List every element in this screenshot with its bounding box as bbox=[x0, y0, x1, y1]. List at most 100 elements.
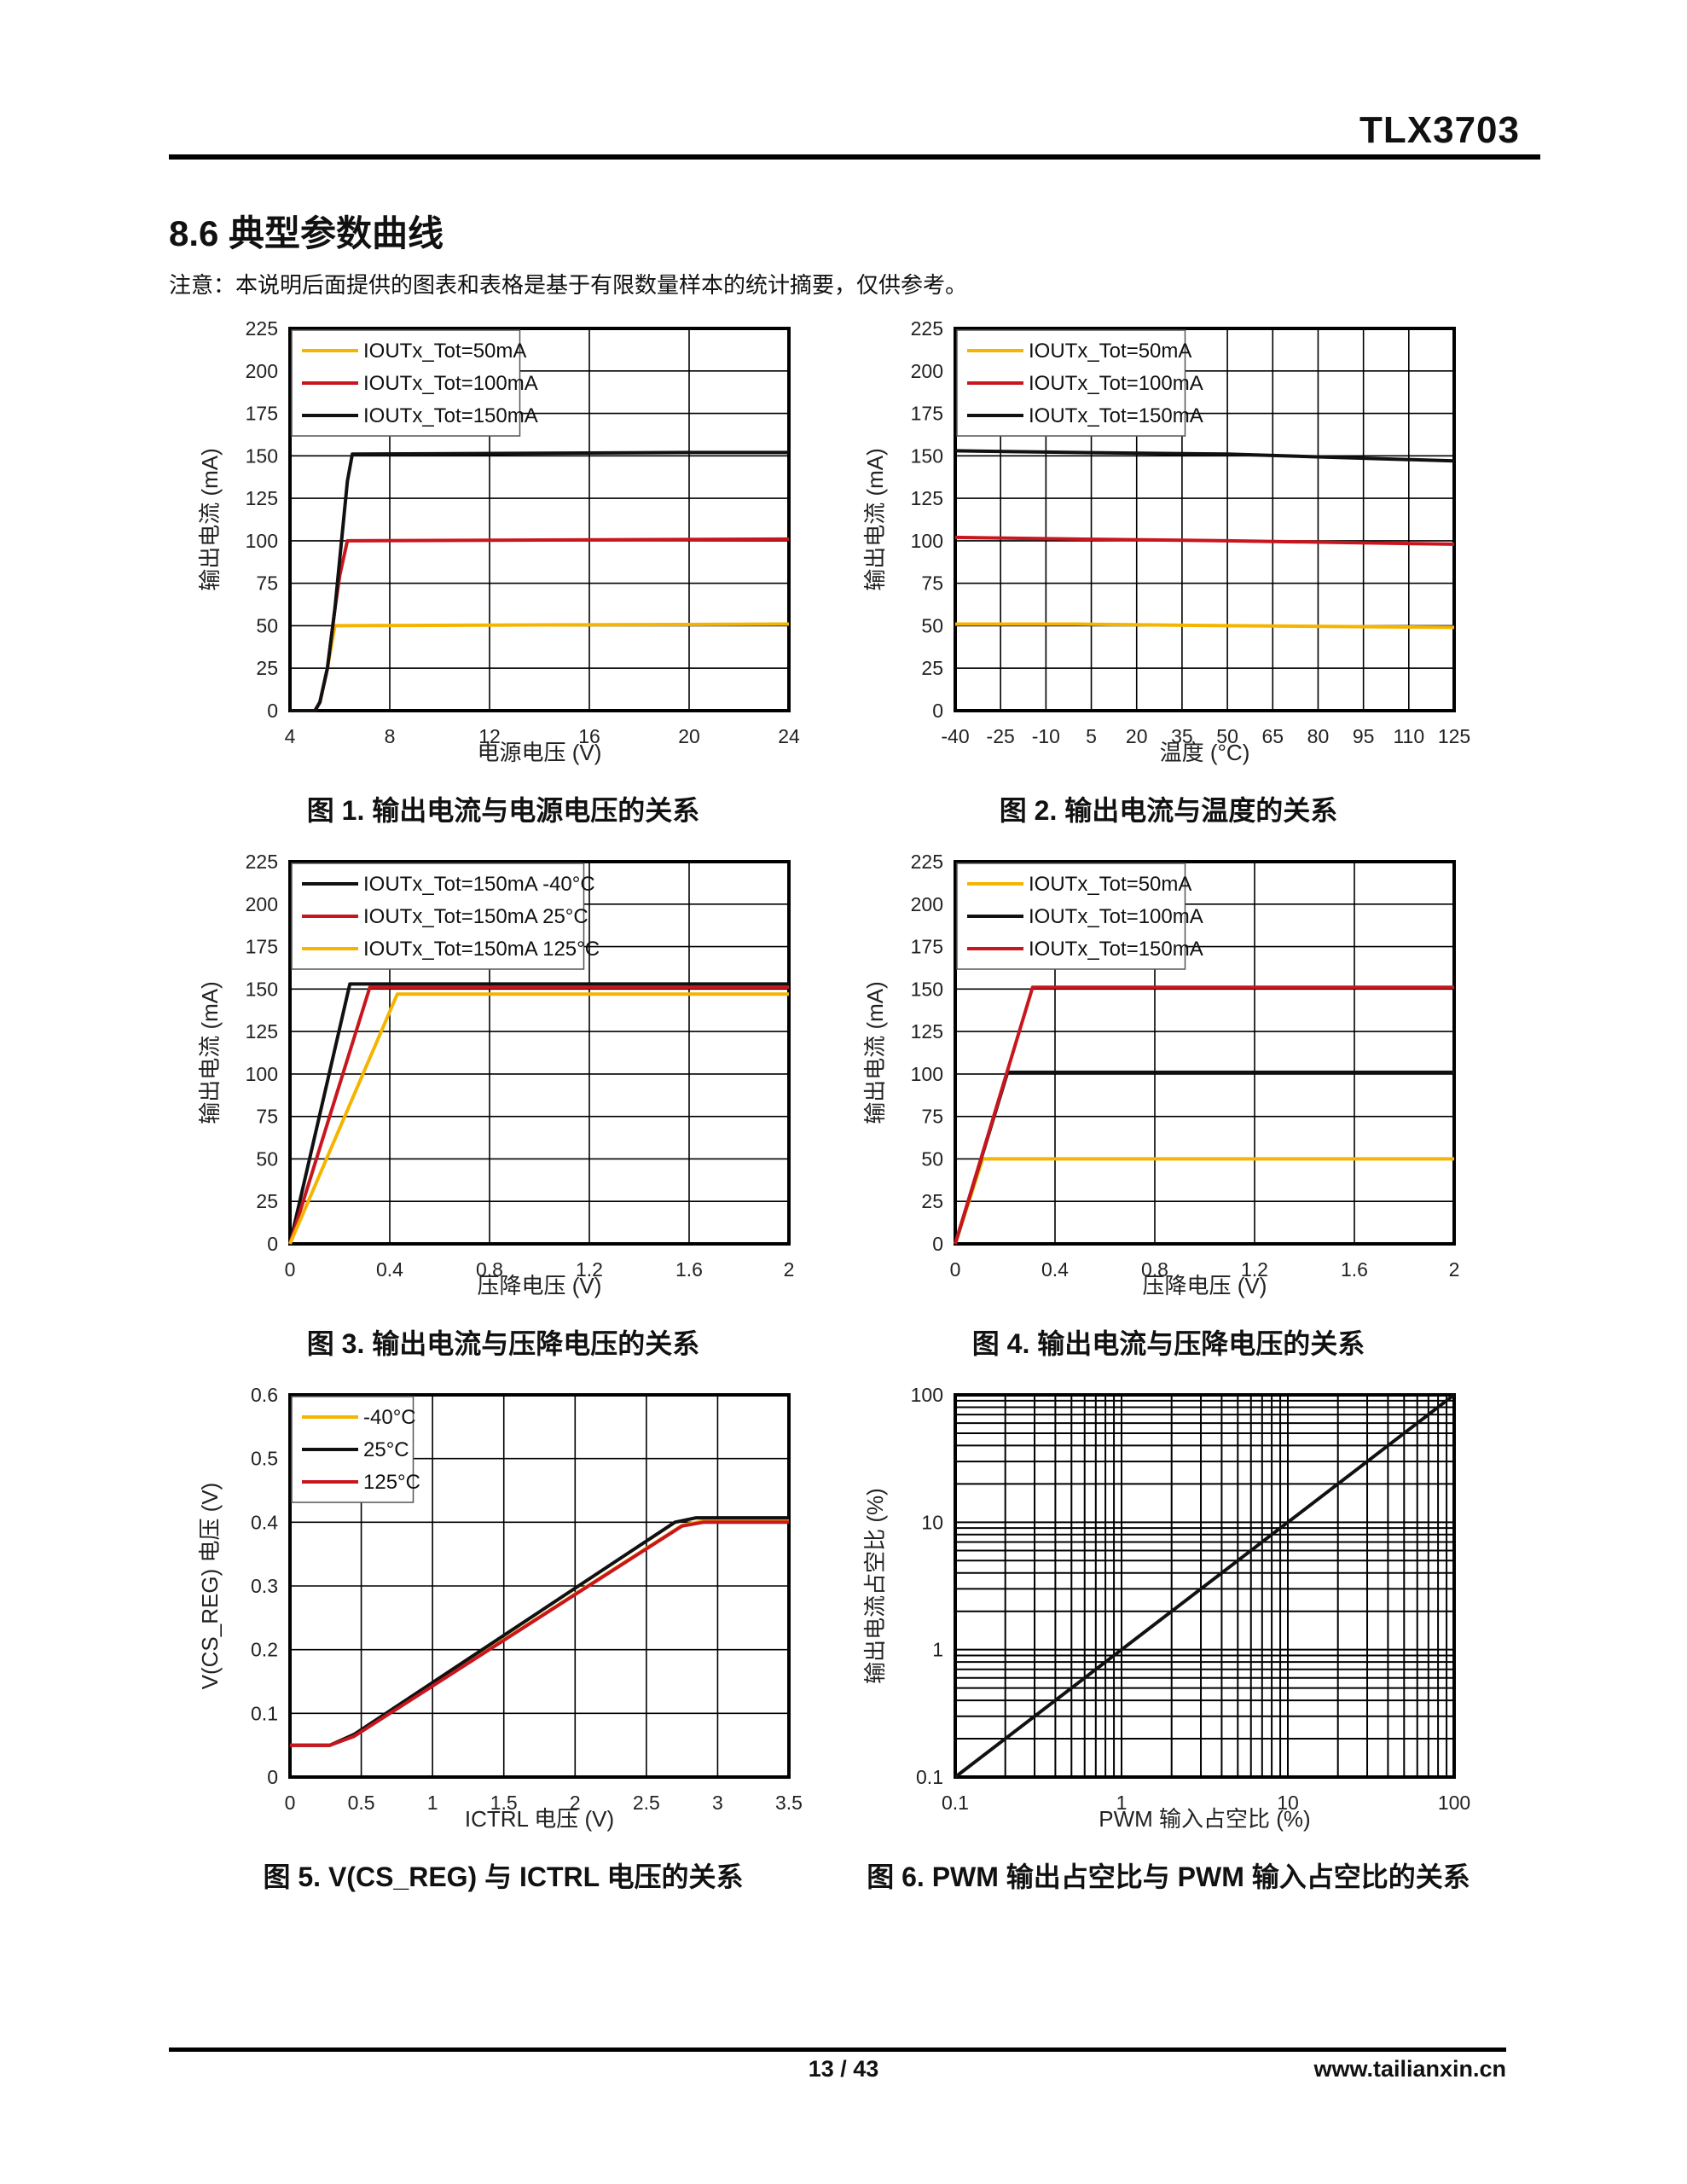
legend-label: IOUTx_Tot=150mA bbox=[1029, 938, 1203, 961]
y-tick-label: 0 bbox=[267, 1766, 278, 1788]
legend-label: -40°C bbox=[363, 1406, 416, 1429]
legend-label: IOUTx_Tot=150mA 125°C bbox=[363, 938, 600, 961]
y-axis-label: 输出电流 (mA) bbox=[197, 981, 223, 1124]
y-tick-label: 125 bbox=[246, 487, 278, 509]
caption-fig1: 图 1. 输出电流与电源电压的关系 bbox=[306, 795, 700, 826]
plot-frame bbox=[288, 327, 791, 712]
legend: -40°C 25°C 125°C bbox=[291, 1396, 420, 1503]
y-tick-label: 0.1 bbox=[251, 1702, 278, 1724]
y-tick-label: 0.5 bbox=[251, 1448, 278, 1470]
series-line-2 bbox=[290, 1520, 789, 1747]
series-line-0 bbox=[288, 982, 789, 1245]
caption-fig5: 图 5. V(CS_REG) 与 ICTRL 电压的关系 bbox=[263, 1862, 744, 1892]
y-tick-label: 0 bbox=[932, 1233, 943, 1255]
x-axis-label: ICTRL 电压 (V) bbox=[465, 1806, 614, 1832]
series-line-1 bbox=[290, 1516, 789, 1747]
y-tick-label: 75 bbox=[256, 572, 278, 595]
y-tick-label: 200 bbox=[911, 893, 943, 915]
legend-label: IOUTx_Tot=50mA bbox=[363, 340, 526, 363]
y-tick-label: 150 bbox=[246, 978, 278, 1000]
y-tick-label: 75 bbox=[921, 572, 943, 595]
footer-rule bbox=[169, 2048, 1506, 2052]
x-axis-label: 电源电压 (V) bbox=[478, 740, 602, 765]
y-tick-label: 225 bbox=[911, 851, 943, 873]
legend: IOUTx_Tot=50mA IOUTx_Tot=100mA IOUTx_Tot=1… bbox=[956, 863, 1203, 970]
x-tick-label: 3 bbox=[712, 1792, 723, 1814]
x-tick-label: 20 bbox=[1126, 725, 1148, 747]
x-tick-label: 80 bbox=[1307, 725, 1330, 747]
x-axis-label: 压降电压 (V) bbox=[478, 1273, 602, 1298]
y-tick-label: 0 bbox=[267, 1233, 278, 1255]
y-axis-label: V(CS_REG) 电压 (V) bbox=[197, 1483, 223, 1690]
x-tick-label: 50 bbox=[1216, 725, 1238, 747]
x-tick-label: 1.5 bbox=[490, 1792, 518, 1814]
y-tick-label: 0 bbox=[267, 700, 278, 722]
chart-fig5: 0 0.1 0.2 0.3 0.4 0.5 0.6 0 0.5 1 1.5 2 2.5 3 3.5 ICTRL… bbox=[197, 1384, 803, 1832]
page-number: 13 / 43 bbox=[808, 2056, 879, 2082]
series-line-0 bbox=[954, 1393, 1456, 1779]
series-line-1 bbox=[288, 985, 789, 1245]
y-tick-label: 0.6 bbox=[251, 1384, 278, 1406]
y-tick-label: 10 bbox=[921, 1511, 943, 1533]
legend-label: 25°C bbox=[363, 1438, 409, 1461]
y-tick-label: 50 bbox=[256, 614, 278, 636]
legend-label: IOUTx_Tot=150mA bbox=[363, 404, 538, 427]
x-tick-label: 16 bbox=[578, 725, 600, 747]
x-tick-label: 0 bbox=[285, 1792, 296, 1814]
y-tick-label: 50 bbox=[921, 1147, 943, 1170]
y-tick-label: 200 bbox=[246, 893, 278, 915]
x-tick-label: 100 bbox=[1438, 1792, 1470, 1814]
legend-label: 125°C bbox=[363, 1471, 420, 1494]
x-tick-label: 0.8 bbox=[476, 1258, 503, 1281]
x-tick-label: 2.5 bbox=[633, 1792, 660, 1814]
y-tick-label: 125 bbox=[911, 1020, 943, 1043]
x-tick-label: 20 bbox=[678, 725, 700, 747]
x-tick-label: 1.2 bbox=[576, 1258, 603, 1281]
y-tick-label: 25 bbox=[921, 657, 943, 679]
x-tick-label: 10 bbox=[1277, 1792, 1299, 1814]
y-axis-label: 输出电流 (mA) bbox=[862, 981, 888, 1124]
y-axis-label: 输出电流占空比 (%) bbox=[862, 1488, 888, 1684]
website-url: www.tailianxin.cn bbox=[1313, 2056, 1506, 2082]
x-tick-label: 1.6 bbox=[1341, 1258, 1368, 1281]
x-tick-label: 1.2 bbox=[1241, 1258, 1268, 1281]
x-tick-label: 4 bbox=[285, 725, 296, 747]
legend-label: IOUTx_Tot=100mA bbox=[1029, 372, 1203, 395]
series-line-2 bbox=[954, 449, 1455, 463]
y-tick-label: 100 bbox=[911, 530, 943, 552]
y-tick-label: 50 bbox=[921, 614, 943, 636]
x-tick-label: 1.6 bbox=[675, 1258, 703, 1281]
x-tick-label: 8 bbox=[385, 725, 396, 747]
x-tick-label: 24 bbox=[778, 725, 800, 747]
series-line-2 bbox=[290, 450, 789, 712]
section-note: 注意：本说明后面提供的图表和表格是基于有限数量样本的统计摘要，仅供参考。 bbox=[169, 272, 968, 298]
x-tick-label: 125 bbox=[1438, 725, 1470, 747]
plot-frame bbox=[954, 1393, 1456, 1779]
x-tick-label: 0.5 bbox=[348, 1792, 375, 1814]
x-tick-label: 1 bbox=[427, 1792, 438, 1814]
chart-fig1: 0 25 50 75 100 125 150 175 200 225 4 8 12 16 20 24 电源电压 … bbox=[197, 317, 800, 765]
x-tick-label: 65 bbox=[1261, 725, 1284, 747]
y-tick-label: 0.1 bbox=[916, 1766, 943, 1788]
y-axis-label: 输出电流 (mA) bbox=[862, 448, 888, 591]
x-axis-label: 温度 (°C) bbox=[1160, 740, 1250, 765]
legend: IOUTx_Tot=50mA IOUTx_Tot=100mA IOUTx_Tot=1… bbox=[956, 329, 1203, 437]
y-tick-label: 200 bbox=[246, 360, 278, 382]
y-tick-label: 175 bbox=[246, 936, 278, 958]
plot-frame bbox=[288, 1393, 791, 1779]
x-tick-label: 1 bbox=[1116, 1792, 1128, 1814]
y-tick-label: 100 bbox=[911, 1063, 943, 1085]
plot-frame bbox=[288, 860, 791, 1246]
y-tick-label: 100 bbox=[246, 530, 278, 552]
x-tick-label: 0 bbox=[950, 1258, 961, 1281]
x-tick-label: -10 bbox=[1032, 725, 1060, 747]
y-tick-label: 200 bbox=[911, 360, 943, 382]
x-tick-label: 2 bbox=[570, 1792, 581, 1814]
y-tick-label: 25 bbox=[256, 1190, 278, 1212]
chart-fig6: 0.1 1 10 100 0.1 1 10 100 PWM 输入占空比 (%) 输出电流占空比 (… bbox=[862, 1384, 1470, 1832]
series-line-2 bbox=[954, 985, 1454, 1245]
y-tick-label: 150 bbox=[911, 978, 943, 1000]
y-tick-label: 150 bbox=[246, 444, 278, 467]
y-tick-label: 125 bbox=[911, 487, 943, 509]
y-tick-label: 150 bbox=[911, 444, 943, 467]
